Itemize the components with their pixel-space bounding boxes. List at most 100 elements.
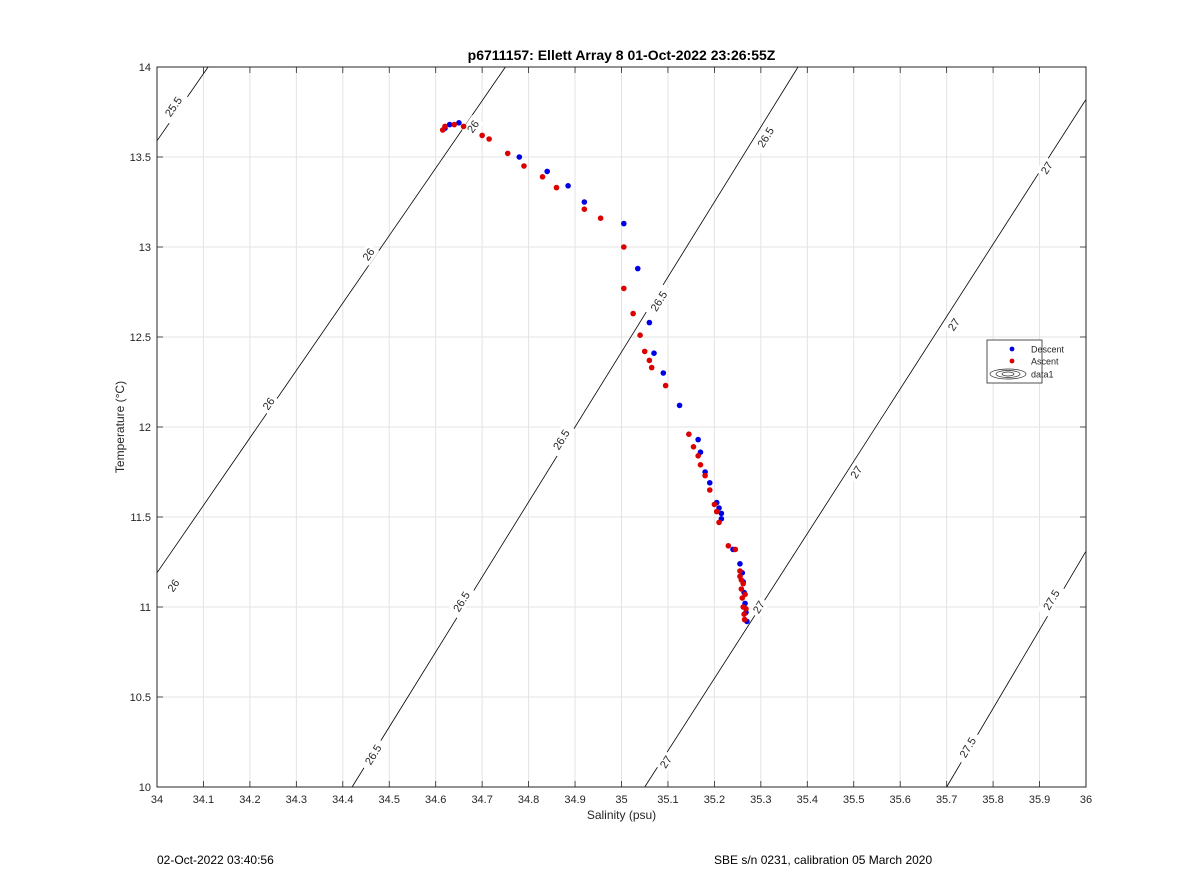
x-tick-label: 35 xyxy=(615,794,627,806)
ascent-point xyxy=(741,616,748,623)
y-tick-label: 13 xyxy=(139,242,151,254)
x-tick-label: 35.5 xyxy=(843,794,864,806)
contour-label-group: 26 xyxy=(257,392,280,415)
contour-label-bg xyxy=(751,119,780,155)
descent-point xyxy=(718,510,725,517)
x-tick-label: 34.8 xyxy=(518,794,539,806)
x-tick-label: 34.1 xyxy=(193,794,214,806)
data-points xyxy=(439,120,750,625)
ascent-point xyxy=(686,431,692,438)
y-tick-label: 14 xyxy=(139,62,151,74)
contour-27 xyxy=(644,99,1087,788)
x-tick-label: 35.3 xyxy=(750,794,771,806)
legend-contour-icon xyxy=(989,368,1027,380)
ascent-point xyxy=(539,174,546,180)
x-tick-label: 34.5 xyxy=(379,794,400,806)
ascent-point xyxy=(637,332,643,339)
contour-label: 27 xyxy=(1039,160,1056,177)
x-tick-labels: 34 34.1 34.2 34.3 34.4 34.5 34.6 34.7 34.8 34.9 35… xyxy=(151,794,1092,806)
x-tick-label: 35.1 xyxy=(657,794,678,806)
x-tick-label: 35.9 xyxy=(1029,794,1050,806)
x-tick-label: 34.4 xyxy=(332,794,353,806)
x-tick-label: 34.7 xyxy=(471,794,492,806)
y-tick-label: 12 xyxy=(139,422,151,434)
legend-item-descent: Descent xyxy=(1009,345,1065,355)
descent-point xyxy=(565,183,571,189)
descent-point xyxy=(676,402,683,409)
ascent-point xyxy=(742,591,748,598)
contour-label-bg xyxy=(446,584,476,619)
ascent-point xyxy=(621,285,627,292)
contour-label: 27 xyxy=(751,599,768,616)
x-axis-label: Salinity (psu) xyxy=(587,808,656,822)
ascent-point xyxy=(690,444,697,450)
legend-item-ascent: Ascent xyxy=(1009,357,1059,367)
descent-point xyxy=(660,370,667,376)
y-tick-label: 13.5 xyxy=(130,152,151,164)
contour-label-group: 27 xyxy=(942,313,965,336)
footer-calibration: SBE s/n 0231, calibration 05 March 2020 xyxy=(714,853,933,867)
contour-label: 26 xyxy=(166,578,183,595)
x-tick-label: 35.8 xyxy=(982,794,1003,806)
contour-label: 26 xyxy=(261,396,278,413)
contour-label-bg xyxy=(654,750,677,774)
ascent-point xyxy=(732,546,739,553)
ascent-point xyxy=(713,508,720,515)
contour-26 xyxy=(156,66,506,574)
ascent-point xyxy=(716,519,722,526)
ascent-point xyxy=(711,501,718,508)
contour-label: 26 xyxy=(361,246,378,263)
ascent-point xyxy=(442,123,448,130)
contour-label-bg xyxy=(158,89,189,124)
y-tick-label: 12.5 xyxy=(130,332,151,344)
descent-point xyxy=(446,121,453,128)
footer-timestamp: 02-Oct-2022 03:40:56 xyxy=(157,853,274,867)
y-tick-label: 10 xyxy=(139,782,151,794)
descent-point xyxy=(621,220,627,227)
descent-point xyxy=(737,561,743,567)
contour-label-bg xyxy=(845,460,867,484)
contour-label-group: 26.5 xyxy=(644,283,674,319)
x-tick-label: 34 xyxy=(151,794,163,806)
contour-label-bg xyxy=(357,242,380,266)
contour-label-bg xyxy=(546,422,576,457)
ascent-point xyxy=(486,136,492,142)
ascent-point xyxy=(706,487,713,493)
ascent-point xyxy=(695,453,701,459)
legend-contour-ring xyxy=(995,370,1021,378)
contour-label-group: 26.5 xyxy=(751,119,780,155)
x-tick-label: 35.2 xyxy=(704,794,725,806)
contour-label: 27 xyxy=(658,754,675,771)
y-tick-labels: 10 10.5 11 11.5 12 12.5 13 13.5 14 xyxy=(130,62,151,794)
ascent-point xyxy=(553,184,560,191)
ascent-point xyxy=(641,348,648,355)
contour-label-group: 26.5 xyxy=(358,737,388,772)
x-tick-label: 34.6 xyxy=(425,794,446,806)
descent-point xyxy=(695,436,701,443)
ascent-point xyxy=(451,121,458,128)
contour-label-bg xyxy=(953,730,982,765)
contour-label-group: 27 xyxy=(1035,156,1058,180)
ascent-point xyxy=(740,580,746,587)
contour-26.5 xyxy=(351,66,799,788)
contour-label-group: 25.5 xyxy=(158,89,189,124)
contour-label-bg xyxy=(644,283,674,319)
legend-marker-descent xyxy=(1009,346,1015,352)
contour-label-group: 27 xyxy=(845,460,867,484)
ascent-point xyxy=(621,244,627,250)
legend-label-ascent: Ascent xyxy=(1031,357,1059,367)
contour-label: 26 xyxy=(465,119,482,136)
contour-label-bg xyxy=(1035,156,1058,180)
ascent-point xyxy=(521,163,527,169)
legend-marker-ascent xyxy=(1009,358,1015,364)
ascent-point xyxy=(702,472,708,479)
ascent-point xyxy=(737,568,743,574)
contour-label-bg xyxy=(162,574,185,597)
legend-contour-ring xyxy=(1001,371,1015,377)
ascent-point xyxy=(662,382,669,389)
contour-label-group: 26 xyxy=(461,115,484,138)
descent-point xyxy=(456,120,462,126)
contour-label-bg xyxy=(358,737,388,772)
descent-point xyxy=(516,154,523,160)
